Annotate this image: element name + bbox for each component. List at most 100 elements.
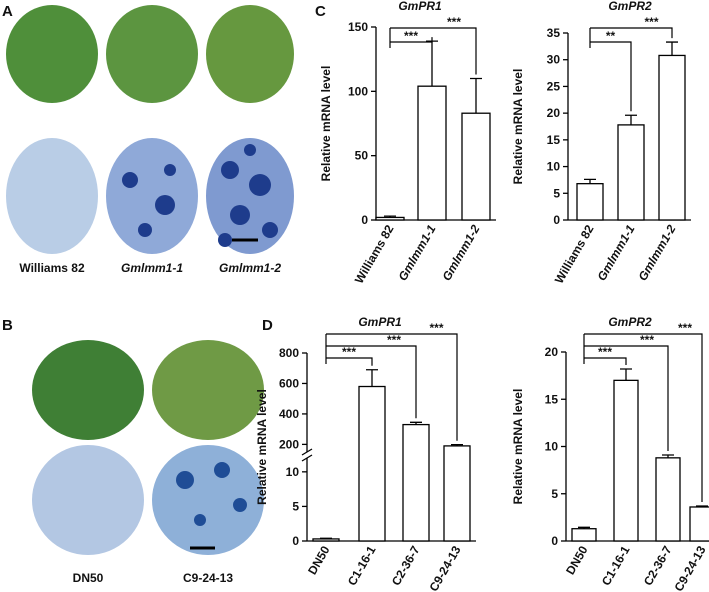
y-tick-label: 0 xyxy=(292,534,299,548)
y-tick-label: 0 xyxy=(553,213,560,227)
y-tick-label: 15 xyxy=(545,392,559,406)
x-tick-label: Gmlmm1-2 xyxy=(439,222,482,283)
x-tick-label: Gmlmm1-1 xyxy=(594,222,637,283)
significance-bracket xyxy=(326,357,373,366)
error-bar xyxy=(320,537,332,539)
panel-label: B xyxy=(2,317,13,334)
significance-label: *** xyxy=(404,29,418,43)
error-bar xyxy=(578,526,590,529)
error-bar xyxy=(584,178,596,184)
significance-label: *** xyxy=(447,15,461,29)
error-bar xyxy=(696,505,708,507)
significance-label: *** xyxy=(429,321,443,335)
bar xyxy=(461,112,491,221)
bar xyxy=(613,379,639,542)
y-tick-label: 0 xyxy=(361,213,368,227)
bar xyxy=(443,445,471,542)
x-tick-label: C2-36-7 xyxy=(389,543,423,588)
y-tick-label: 0 xyxy=(551,534,558,548)
y-tick-label: 35 xyxy=(547,26,561,40)
error-bar xyxy=(662,454,674,458)
y-tick-label: 30 xyxy=(547,53,561,67)
y-tick-label: 200 xyxy=(279,437,299,451)
y-axis-label: Relative mRNA level xyxy=(319,66,333,182)
error-bar xyxy=(384,215,396,218)
y-tick-label: 50 xyxy=(355,149,369,163)
significance-bracket xyxy=(326,345,417,419)
error-bar xyxy=(666,41,678,56)
error-bar xyxy=(366,369,378,387)
x-tick-label: Williams 82 xyxy=(352,222,397,286)
x-tick-label: C1-16-1 xyxy=(345,543,379,588)
y-tick-label: 800 xyxy=(279,346,299,360)
error-bar xyxy=(410,421,422,425)
bar xyxy=(689,506,709,542)
significance-bracket xyxy=(590,27,673,39)
y-tick-label: 400 xyxy=(279,407,299,421)
significance-label: *** xyxy=(387,333,401,347)
significance-bracket xyxy=(390,37,433,43)
bar xyxy=(571,528,597,542)
significance-label: ** xyxy=(606,29,616,43)
bar xyxy=(402,423,430,542)
y-tick-label: 15 xyxy=(547,133,561,147)
x-tick-label: DN50 xyxy=(563,543,591,577)
bar xyxy=(658,54,686,221)
chart-title: GmPR2 xyxy=(608,315,652,329)
significance-label: *** xyxy=(342,345,356,359)
y-tick-label: 10 xyxy=(545,440,559,454)
y-axis-label: Relative mRNA level xyxy=(511,69,525,185)
x-tick-label: C2-36-7 xyxy=(641,543,675,588)
photo-caption: Gmlmm1-1 xyxy=(121,261,183,275)
error-bar xyxy=(620,368,632,381)
x-tick-label: Gmlmm1-2 xyxy=(635,222,678,283)
significance-label: *** xyxy=(598,345,612,359)
photo-caption: Williams 82 xyxy=(19,261,85,275)
y-tick-label: 10 xyxy=(286,465,300,479)
significance-bracket xyxy=(584,345,669,452)
axis-break xyxy=(301,454,313,462)
panel-label: A xyxy=(2,3,13,20)
bar xyxy=(312,538,340,542)
significance-bracket xyxy=(326,333,458,441)
leaf-photos xyxy=(6,5,294,555)
bar xyxy=(655,457,681,542)
bar xyxy=(417,85,447,221)
x-tick-label: C9-24-13 xyxy=(426,543,463,592)
x-tick-label: Williams 82 xyxy=(552,222,597,286)
y-tick-label: 20 xyxy=(545,345,559,359)
y-tick-label: 100 xyxy=(348,84,368,98)
error-bar xyxy=(470,77,482,114)
significance-label: *** xyxy=(640,333,654,347)
significance-bracket xyxy=(584,357,627,366)
y-axis-label: Relative mRNA level xyxy=(255,389,269,505)
significance-bracket xyxy=(584,333,703,503)
x-tick-label: C9-24-13 xyxy=(671,543,708,592)
y-tick-label: 150 xyxy=(348,20,368,34)
bar xyxy=(358,385,386,542)
bar xyxy=(375,216,405,221)
chart-title: GmPR1 xyxy=(398,0,442,13)
significance-bracket xyxy=(390,27,477,75)
y-tick-label: 20 xyxy=(547,106,561,120)
error-bar xyxy=(426,40,438,87)
y-tick-label: 25 xyxy=(547,79,561,93)
photo-caption: C9-24-13 xyxy=(183,571,233,585)
bar xyxy=(576,183,604,221)
error-bar xyxy=(625,114,637,125)
photo-caption: Gmlmm1-2 xyxy=(219,261,281,275)
y-tick-label: 5 xyxy=(551,487,558,501)
error-bar xyxy=(451,444,463,446)
chart-title: GmPR2 xyxy=(608,0,652,13)
photo-caption: DN50 xyxy=(73,571,104,585)
axis-break xyxy=(301,448,313,456)
x-tick-label: Gmlmm1-1 xyxy=(395,222,438,283)
panel-label: C xyxy=(315,3,326,20)
x-tick-label: C1-16-1 xyxy=(599,543,633,588)
bar xyxy=(617,124,645,221)
y-tick-label: 600 xyxy=(279,376,299,390)
y-axis-label: Relative mRNA level xyxy=(511,389,525,505)
y-tick-label: 10 xyxy=(547,160,561,174)
x-tick-label: DN50 xyxy=(305,543,333,577)
